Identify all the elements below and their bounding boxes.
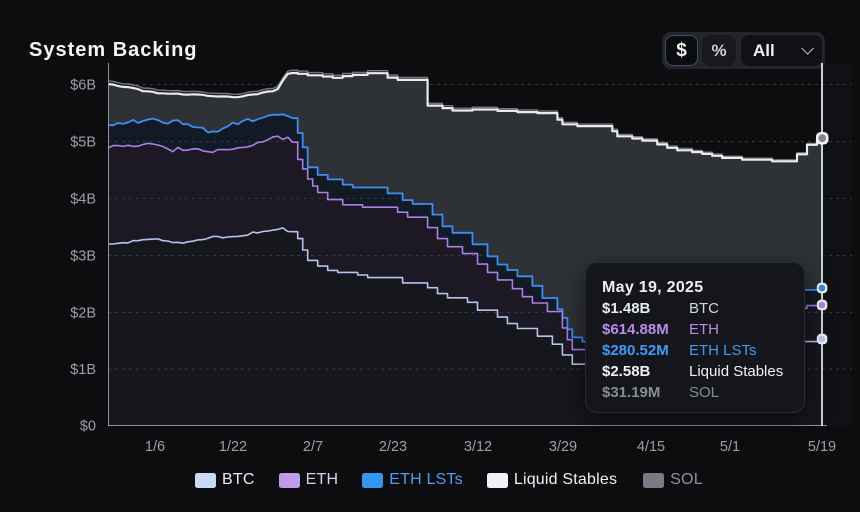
- svg-text:$2B: $2B: [70, 306, 96, 322]
- svg-text:$6B: $6B: [70, 78, 96, 94]
- svg-text:3/29: 3/29: [549, 439, 577, 455]
- svg-text:$0: $0: [80, 419, 96, 435]
- svg-text:$3B: $3B: [70, 249, 96, 265]
- svg-text:1/6: 1/6: [145, 439, 165, 455]
- svg-text:3/12: 3/12: [464, 439, 492, 455]
- svg-text:5/19: 5/19: [808, 439, 836, 455]
- svg-text:$1B: $1B: [70, 362, 96, 378]
- svg-text:4/15: 4/15: [637, 439, 665, 455]
- svg-text:$4B: $4B: [70, 192, 96, 208]
- svg-text:1/22: 1/22: [219, 439, 247, 455]
- svg-text:$5B: $5B: [70, 135, 96, 151]
- svg-text:2/7: 2/7: [303, 439, 323, 455]
- svg-text:5/1: 5/1: [720, 439, 740, 455]
- svg-text:2/23: 2/23: [379, 439, 407, 455]
